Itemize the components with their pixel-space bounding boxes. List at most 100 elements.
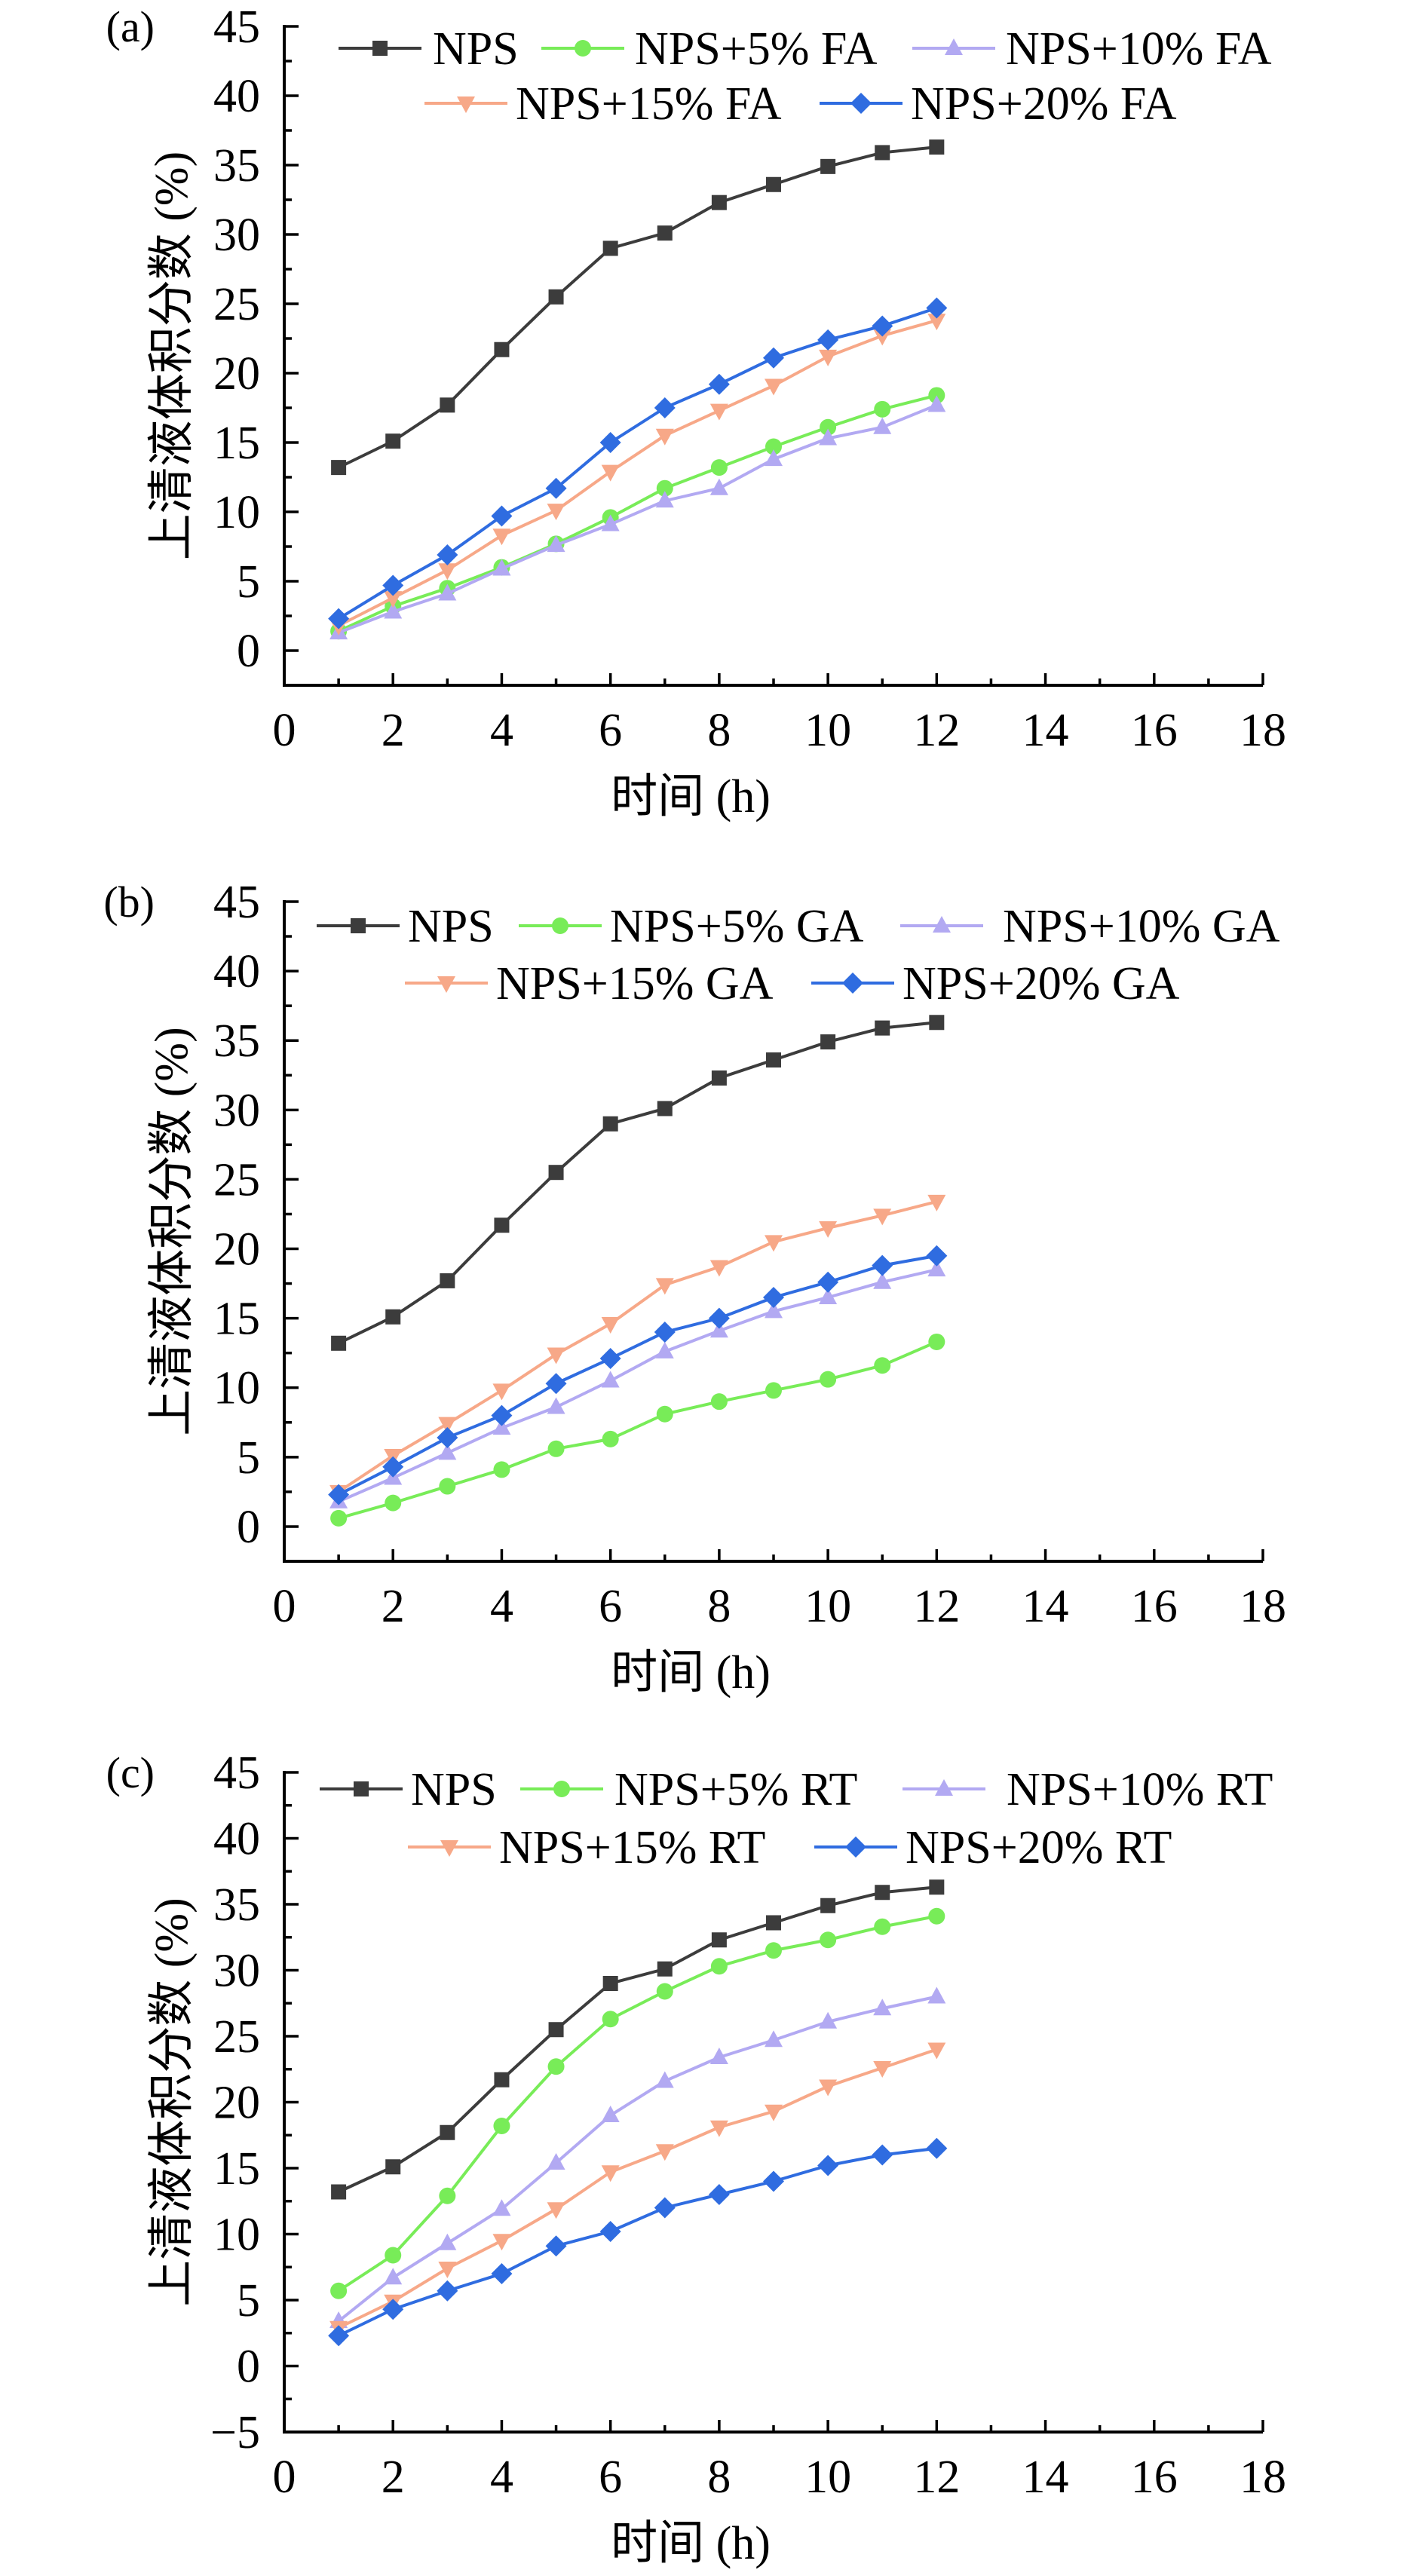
- series-line: [338, 319, 937, 627]
- y-tick-label: 40: [213, 71, 260, 122]
- data-point: [601, 1371, 620, 1388]
- data-point: [819, 1288, 838, 1304]
- x-tick-label: 12: [913, 705, 960, 756]
- data-point: [873, 2061, 892, 2078]
- data-point: [710, 459, 728, 476]
- y-tick-label: 25: [213, 279, 260, 330]
- x-tick-label: 16: [1131, 2452, 1178, 2503]
- data-point: [492, 1383, 511, 1401]
- data-point: [385, 433, 401, 449]
- data-point: [709, 403, 728, 421]
- y-tick-label: 15: [213, 2143, 260, 2195]
- legend: NPS NPS+5% RT NPS+10% RT NPS+15% RT NPS+20% …: [320, 1764, 1273, 1873]
- data-point: [873, 1208, 892, 1226]
- x-tick-label: 18: [1240, 2452, 1286, 2503]
- legend-item: NPS+15% GA: [405, 958, 774, 1009]
- data-point: [492, 2199, 511, 2216]
- x-tick-label: 6: [599, 2452, 622, 2503]
- legend-item: NPS+10% GA: [900, 901, 1280, 952]
- legend-marker: [351, 918, 366, 933]
- y-tick-label: 40: [213, 946, 260, 997]
- data-point: [331, 1335, 347, 1351]
- data-point: [440, 1273, 455, 1288]
- data-point: [763, 347, 784, 369]
- series-1: [330, 1333, 945, 1527]
- x-tick-label: 12: [913, 1581, 960, 1632]
- data-point: [548, 2022, 564, 2038]
- data-point: [385, 1494, 402, 1512]
- data-point: [819, 428, 838, 446]
- legend-item: NPS+20% GA: [811, 958, 1180, 1009]
- data-point: [765, 2030, 783, 2048]
- y-tick-label: 15: [213, 418, 260, 469]
- series-line: [338, 1914, 937, 2293]
- x-tick-label: 14: [1022, 1581, 1069, 1632]
- legend-item: NPS+15% RT: [408, 1822, 765, 1873]
- y-tick-label: 45: [213, 1747, 260, 1799]
- legend-label: NPS+5% RT: [614, 1764, 857, 1815]
- series-line: [338, 1268, 937, 1503]
- legend-label: NPS+20% FA: [911, 78, 1177, 130]
- data-point: [929, 1015, 945, 1031]
- data-point: [765, 1301, 783, 1319]
- data-point: [873, 1272, 892, 1289]
- legend-label: NPS: [433, 23, 519, 75]
- data-point: [765, 378, 783, 396]
- data-point: [820, 1898, 836, 1913]
- data-point: [875, 1020, 890, 1036]
- data-point: [657, 225, 673, 241]
- y-tick-label: 30: [213, 1085, 260, 1136]
- x-tick-label: 6: [599, 1581, 622, 1632]
- legend-marker: [440, 1840, 458, 1857]
- data-point: [330, 2282, 348, 2299]
- data-point: [382, 2299, 404, 2320]
- data-point: [602, 1976, 618, 1991]
- x-tick-label: 10: [804, 1581, 851, 1632]
- data-point: [872, 315, 893, 337]
- data-point: [385, 1309, 401, 1325]
- data-point: [654, 2197, 676, 2219]
- series-0: [331, 1015, 945, 1351]
- data-point: [599, 432, 621, 453]
- data-point: [927, 395, 946, 412]
- x-tick-label: 18: [1240, 1581, 1286, 1632]
- data-point: [709, 2120, 728, 2137]
- data-point: [330, 1509, 348, 1527]
- data-point: [927, 1260, 946, 1277]
- x-axis-title: 时间 (h): [611, 2518, 771, 2569]
- x-tick-label: 4: [490, 705, 513, 756]
- data-point: [820, 1371, 837, 1388]
- data-point: [438, 1443, 457, 1460]
- series-line: [338, 306, 937, 620]
- data-point: [331, 460, 347, 476]
- y-tick-label: 40: [213, 1814, 260, 1865]
- x-tick-label: 0: [273, 705, 296, 756]
- data-point: [547, 1397, 565, 1414]
- legend-marker: [552, 917, 568, 934]
- data-point: [440, 397, 455, 413]
- y-tick-label: 10: [213, 2210, 260, 2261]
- data-point: [875, 145, 890, 161]
- legend-item: NPS+5% FA: [541, 23, 878, 75]
- data-point: [765, 438, 782, 455]
- data-point: [437, 1427, 458, 1449]
- data-point: [601, 1317, 620, 1334]
- data-point: [819, 1221, 838, 1238]
- data-point: [494, 342, 510, 357]
- legend-item: NPS+5% GA: [519, 901, 864, 952]
- series-4: [328, 2137, 948, 2347]
- data-point: [602, 1116, 618, 1132]
- data-point: [548, 289, 564, 305]
- y-tick-label: 30: [213, 1946, 260, 1997]
- panel-label: (b): [103, 878, 155, 927]
- series-1: [330, 1907, 945, 2299]
- series-line: [338, 1021, 937, 1345]
- data-point: [491, 505, 513, 527]
- data-point: [438, 2233, 457, 2250]
- data-point: [438, 584, 457, 601]
- x-tick-label: 16: [1131, 705, 1178, 756]
- y-tick-label: 15: [213, 1294, 260, 1345]
- data-point: [657, 1101, 673, 1116]
- x-tick-label: 10: [804, 2452, 851, 2503]
- data-point: [765, 1382, 782, 1399]
